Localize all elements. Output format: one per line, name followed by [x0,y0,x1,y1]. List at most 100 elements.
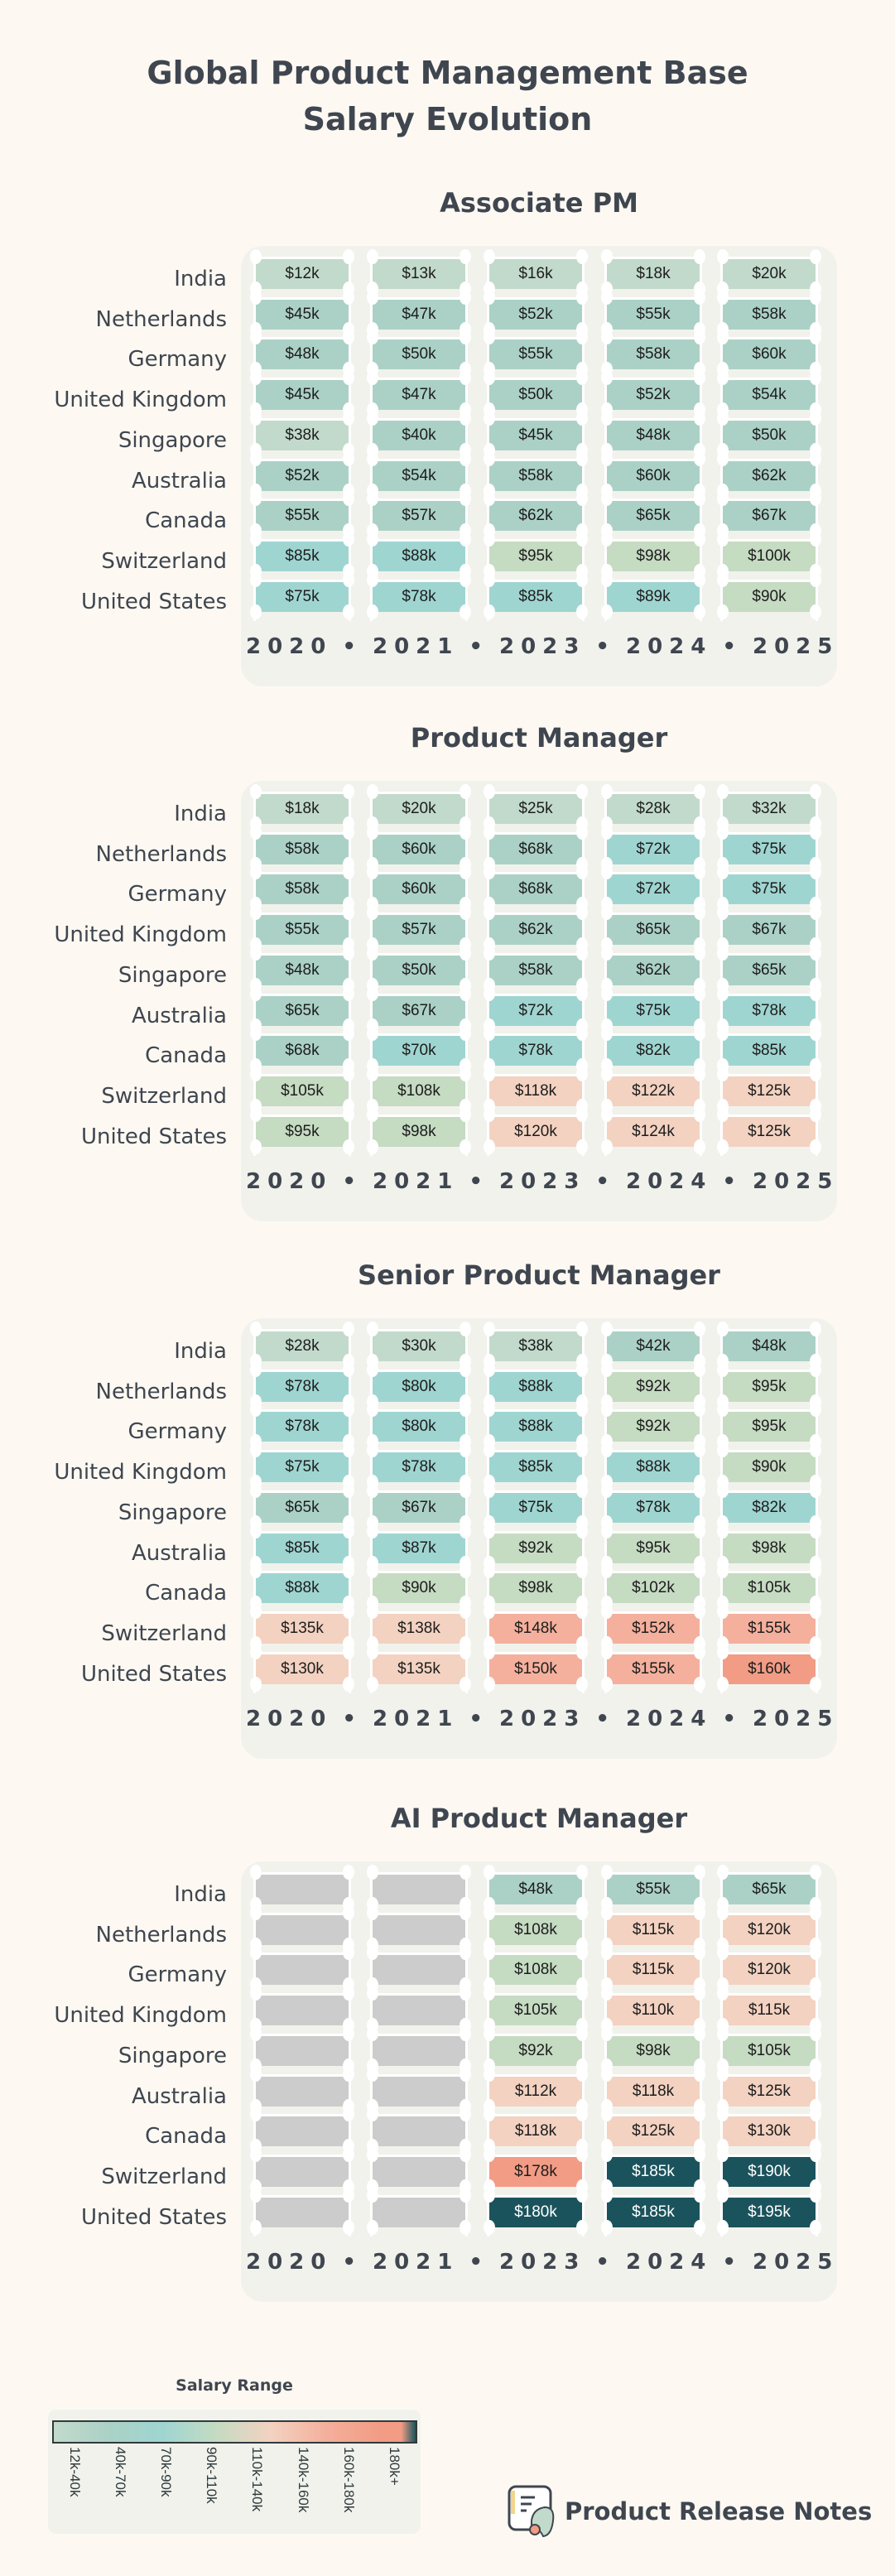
section-title: Associate PM [440,187,638,219]
ticket-notch [484,1482,495,1498]
salary-cell: $125k [723,1073,816,1106]
ticket-notch [717,604,729,619]
year-separator: • [342,2250,363,2275]
salary-cell: $102k [607,1571,700,1604]
ticket-notch [694,370,705,386]
ticket-notch [367,1865,378,1880]
ticket-notch [343,1644,354,1659]
salary-cell: $75k [723,872,816,905]
salary-cell: $60k [373,872,465,905]
salary-cell: $54k [723,378,816,411]
salary-cell: $85k [723,1033,816,1067]
ticket-notch [601,1865,613,1880]
salary-cell: $28k [256,1329,349,1361]
salary-cell: $138k [373,1611,465,1644]
ticket-notch [367,370,378,386]
ticket-notch [601,1106,613,1122]
salary-cell: $125k [723,2073,816,2107]
ticket-notch [250,1904,262,1920]
country-label: United Kingdom [54,1460,227,1485]
salary-cell: $50k [373,952,465,985]
ticket-notch [367,945,378,961]
salary-cell: $98k [607,538,700,571]
ticket-notch [343,1563,354,1579]
salary-cell: $95k [489,538,582,571]
ticket-notch [694,330,705,345]
ticket-notch [460,289,471,305]
ticket-notch [810,2219,821,2235]
ticket-notch [367,824,378,840]
salary-cell: $90k [723,579,816,612]
ticket-notch [576,1106,588,1122]
ticket-notch [250,410,262,426]
ticket-notch [460,1865,471,1880]
ticket-notch [576,450,588,466]
ticket-notch [367,1139,378,1154]
salary-cell: $67k [373,993,465,1026]
salary-cell: $75k [607,993,700,1026]
salary-cell: $125k [607,2114,700,2147]
country-label: Netherlands [95,1922,228,1948]
ticket-notch [460,370,471,386]
ticket-notch [601,1945,613,1961]
salary-cell: $55k [256,912,349,946]
salary-cell: $130k [256,1651,349,1684]
ticket-notch [576,289,588,305]
ticket-notch [250,1676,262,1692]
legend-bin-label: 180k+ [387,2447,402,2486]
ticket-notch [717,2146,729,2162]
ticket-notch [343,985,354,1001]
ticket-notch [460,1026,471,1042]
ticket-notch [367,2025,378,2041]
salary-cell: $50k [489,378,582,411]
ticket-notch [343,450,354,466]
salary-cell: $118k [489,1073,582,1106]
year-label: 2025 [753,634,840,659]
ticket-notch [717,1563,729,1579]
country-label: Australia [131,1540,227,1566]
ticket-notch [250,1442,262,1458]
year-separator: • [595,1169,616,1194]
year-label: 2025 [753,1707,840,1731]
salary-cell: $65k [607,912,700,946]
ticket-notch [717,1139,729,1154]
ticket-notch [694,2219,705,2235]
section-title: AI Product Manager [390,1803,688,1834]
ticket-notch [484,1865,495,1880]
ticket-notch [601,1402,613,1418]
ticket-notch [576,1865,588,1880]
ticket-notch [694,1603,705,1619]
ticket-notch [343,1402,354,1418]
ticket-notch [694,2025,705,2041]
ticket-notch [250,905,262,921]
ticket-notch [367,2066,378,2082]
ticket-notch [250,531,262,546]
country-label: India [174,802,227,826]
legend-title: Salary Range [176,2376,293,2395]
salary-cell: $20k [723,257,816,289]
ticket-notch [601,1482,613,1498]
ticket-notch [460,784,471,799]
ticket-notch [484,985,495,1001]
country-label: Canada [145,1043,227,1069]
ticket-notch [717,1904,729,1920]
ticket-notch [810,571,821,587]
salary-cell-empty [256,2073,349,2107]
salary-cell-empty [256,2194,349,2227]
year-separator: • [595,2250,616,2275]
ticket-notch [460,1361,471,1377]
ticket-notch [717,1322,729,1336]
ticket-notch [601,1676,613,1692]
ticket-notch [717,571,729,587]
ticket-notch [810,2107,821,2122]
salary-cell: $118k [607,2073,700,2107]
ticket-notch [460,2219,471,2235]
ticket-notch [601,945,613,961]
ticket-notch [810,1865,821,1880]
ticket-notch [484,2187,495,2203]
ticket-notch [484,1026,495,1042]
year-label: 2020 [246,1707,333,1731]
ticket-notch [717,249,729,264]
ticket-notch [694,249,705,264]
country-label: Switzerland [101,1620,227,1646]
